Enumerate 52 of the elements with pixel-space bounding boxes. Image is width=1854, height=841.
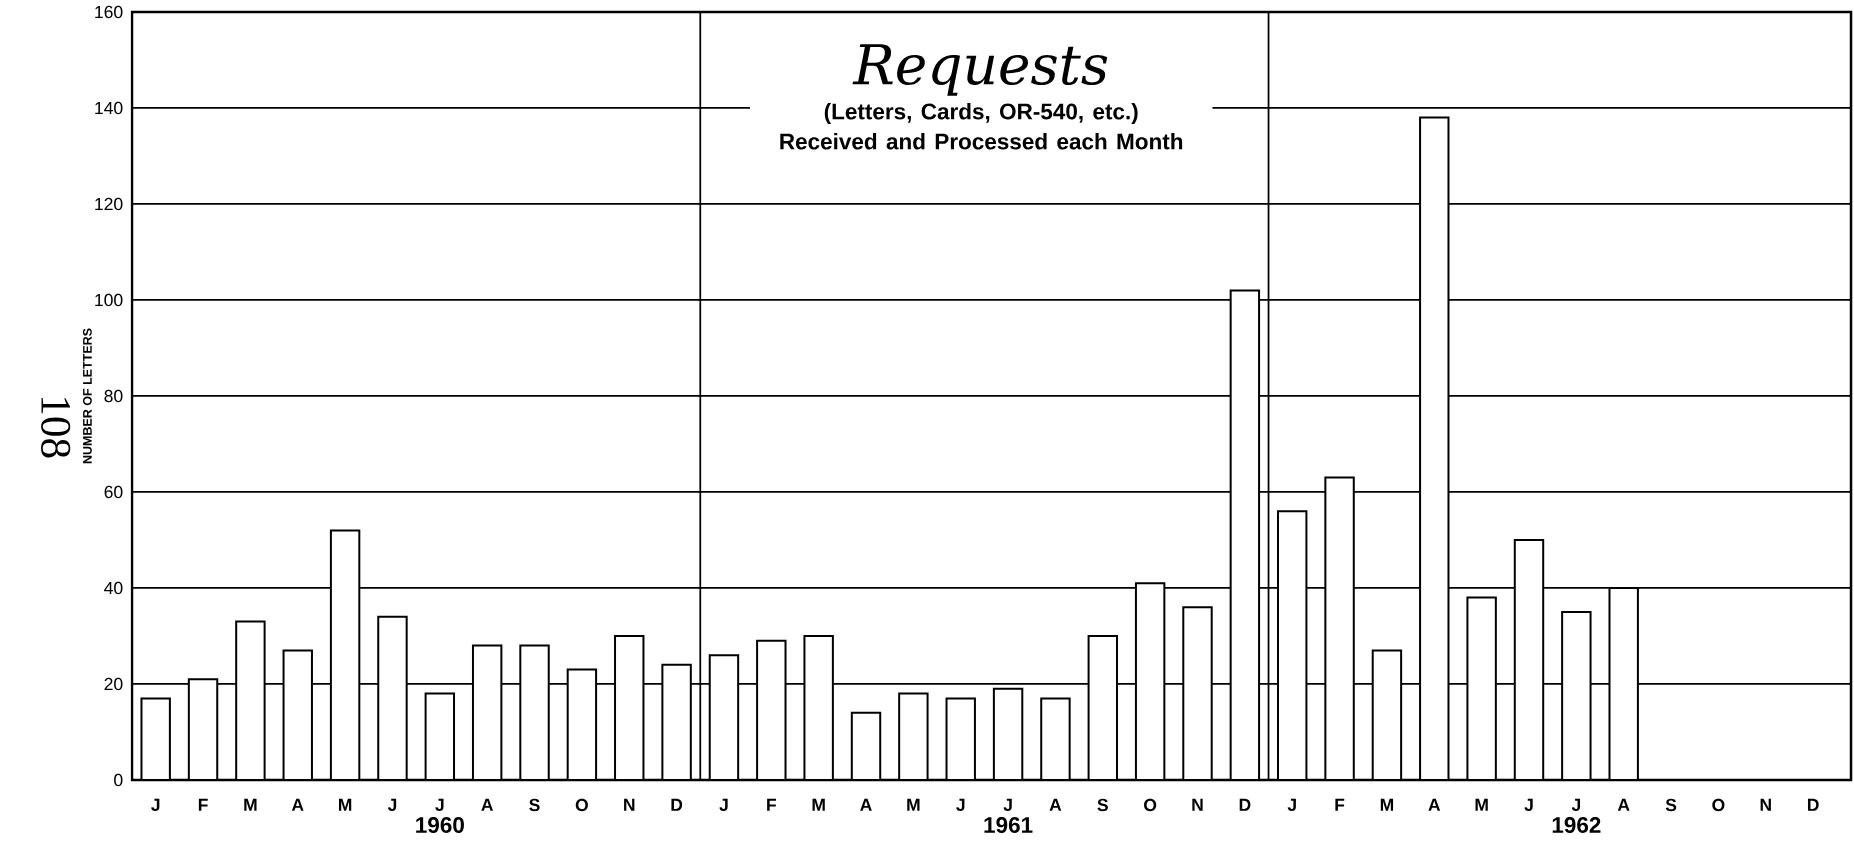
- text: 108: [41, 398, 71, 458]
- y-tick-label: 100: [95, 293, 123, 307]
- x-tick-label: J: [719, 798, 728, 812]
- x-tick-label: A: [1617, 798, 1630, 811]
- x-tick-label: F: [1335, 798, 1345, 811]
- text: 1960: [416, 817, 464, 833]
- x-tick-label: J: [1524, 798, 1533, 812]
- y-tick-label: 40: [104, 581, 123, 595]
- y-tick-label: 160: [95, 5, 123, 19]
- x-tick-label: O: [575, 798, 588, 812]
- x-tick-label: M: [1380, 798, 1394, 811]
- x-tick-label: S: [529, 798, 540, 812]
- x-tick-label: O: [1144, 798, 1157, 812]
- x-tick-label: N: [1760, 798, 1771, 811]
- x-tick-label: A: [1428, 798, 1441, 811]
- y-tick-label: 0: [114, 773, 123, 787]
- x-tick-label: N: [1192, 798, 1203, 811]
- x-tick-label: J: [387, 798, 397, 812]
- x-tick-label: M: [1475, 798, 1488, 811]
- x-tick-label: S: [1665, 798, 1677, 812]
- x-tick-label: J: [956, 798, 965, 812]
- x-tick-label: D: [1239, 798, 1251, 811]
- x-tick-label: S: [1097, 798, 1108, 812]
- x-tick-label: F: [767, 798, 776, 811]
- text: 1962: [1552, 817, 1601, 833]
- x-tick-label: J: [1003, 798, 1012, 812]
- x-tick-label: D: [1807, 798, 1819, 811]
- y-tick-label: 140: [95, 101, 123, 115]
- y-tick-label: 120: [95, 197, 123, 211]
- x-tick-label: A: [481, 798, 494, 811]
- x-tick-label: J: [1571, 798, 1581, 812]
- x-tick-label: N: [624, 798, 635, 811]
- y-tick-label: 80: [104, 389, 123, 403]
- x-tick-label: A: [291, 798, 304, 811]
- x-tick-label: O: [1712, 798, 1725, 812]
- text: 1961: [984, 817, 1033, 833]
- x-tick-label: M: [812, 798, 825, 811]
- x-tick-label: A: [860, 798, 872, 811]
- y-tick-label: 20: [104, 677, 123, 691]
- x-tick-label: J: [151, 798, 160, 812]
- x-tick-label: M: [907, 798, 920, 811]
- text: (Letters, Cards, OR-540, etc.) Received and Processed each Month: [780, 102, 1183, 150]
- x-tick-label: M: [338, 798, 352, 811]
- x-tick-label: F: [198, 798, 208, 811]
- x-tick-label: A: [1049, 798, 1062, 811]
- x-tick-label: J: [435, 798, 444, 812]
- x-tick-label: M: [244, 798, 257, 811]
- text: Requests: [852, 44, 1108, 96]
- x-tick-label: J: [1287, 798, 1296, 812]
- y-tick-label: 60: [104, 485, 123, 499]
- x-tick-label: D: [671, 798, 683, 811]
- y-axis-title: NUMBER OF LETTERS: [82, 328, 92, 464]
